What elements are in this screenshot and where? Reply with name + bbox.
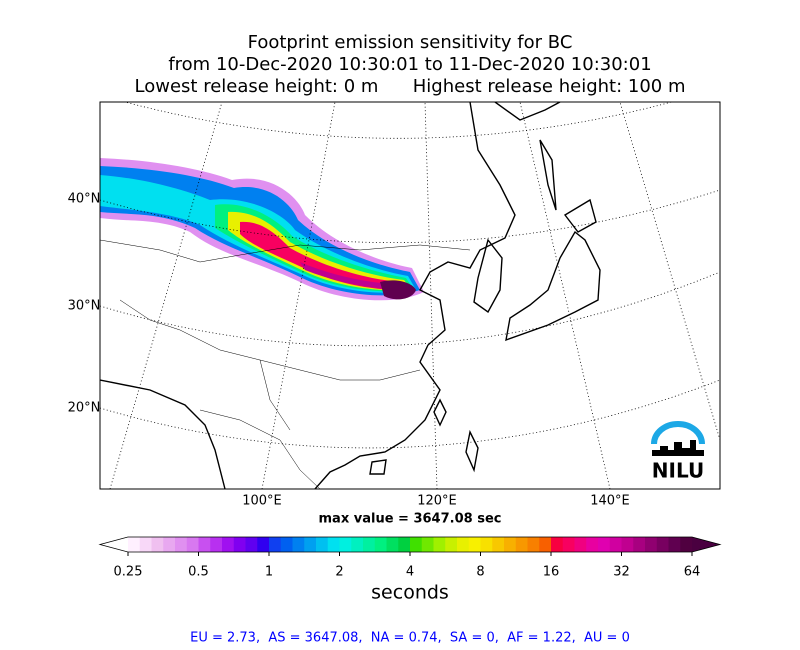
colorbar-segment	[551, 537, 564, 552]
logo: NILU	[651, 421, 705, 483]
colorbar-segment	[233, 537, 246, 552]
colorbar-segment	[668, 537, 681, 552]
colorbar-segment	[480, 537, 493, 552]
colorbar-segment	[351, 537, 364, 552]
colorbar-segment	[574, 537, 587, 552]
colorbar-segment	[139, 537, 152, 552]
borders	[100, 239, 471, 489]
colorbar-segment	[339, 537, 352, 552]
colorbar-segment	[515, 537, 528, 552]
colorbar-segment	[468, 537, 481, 552]
colorbar-segment	[245, 537, 258, 552]
region-summary: EU = 2.73, AS = 3647.08, NA = 0.74, SA =…	[190, 631, 630, 646]
colorbar-segment	[316, 537, 329, 552]
colorbar-segment	[433, 537, 446, 552]
colorbar-tick-label: 0.5	[188, 565, 209, 580]
colorbar-segment	[386, 537, 399, 552]
colorbar-tick-label: 4	[406, 565, 414, 580]
colorbar-tick-label: 2	[335, 565, 343, 580]
colorbar-extend-low	[100, 537, 128, 552]
colorbar-segment	[609, 537, 622, 552]
colorbar-segment	[633, 537, 646, 552]
colorbar-segment	[562, 537, 575, 552]
colorbar-segment	[210, 537, 223, 552]
colorbar-tick-label: 8	[476, 565, 484, 580]
lat-label: 40°N	[68, 192, 101, 207]
colorbar-segment	[656, 537, 669, 552]
map-frame	[99, 101, 721, 490]
colorbar-segment	[374, 537, 387, 552]
colorbar-tick-label: 16	[543, 565, 560, 580]
colorbar-segment	[492, 537, 505, 552]
lon-label: 100°E	[242, 494, 282, 509]
colorbar-tick-label: 32	[613, 565, 630, 580]
colorbar-segment	[598, 537, 611, 552]
colorbar-segment	[222, 537, 235, 552]
colorbar-segment	[327, 537, 340, 552]
colorbar-tick-label: 64	[684, 565, 701, 580]
colorbar-segment	[586, 537, 599, 552]
graticule	[100, 102, 720, 489]
title-line: Footprint emission sensitivity for BC	[248, 32, 573, 53]
colorbar: 0.25 0.5 1 2 4 8 16 32 64	[98, 536, 722, 580]
title-line: Lowest release height: 0 m Highest relea…	[135, 76, 686, 97]
colorbar-segment	[163, 537, 176, 552]
colorbar-segment	[269, 537, 282, 552]
colorbar-segment	[304, 537, 317, 552]
colorbar-segment	[410, 537, 423, 552]
colorbar-segment	[421, 537, 434, 552]
coastlines	[100, 102, 601, 489]
colorbar-segment	[539, 537, 552, 552]
title-line: from 10-Dec-2020 10:30:01 to 11-Dec-2020…	[168, 54, 651, 75]
colorbar-tick-label: 1	[265, 565, 273, 580]
colorbar-segment	[128, 537, 141, 552]
colorbar-segment	[280, 537, 293, 552]
lon-label: 140°E	[590, 494, 630, 509]
colorbar-segment	[363, 537, 376, 552]
colorbar-extend-high	[692, 537, 720, 552]
logo-text: NILU	[652, 459, 704, 483]
colorbar-segment	[398, 537, 411, 552]
colorbar-segment	[292, 537, 305, 552]
map	[100, 102, 720, 489]
colorbar-label: seconds	[371, 582, 449, 604]
colorbar-tick-label: 0.25	[114, 565, 143, 580]
lat-label: 30°N	[68, 299, 101, 314]
lon-label: 120°E	[417, 494, 457, 509]
colorbar-segment	[175, 537, 188, 552]
colorbar-segment	[257, 537, 270, 552]
colorbar-segment	[527, 537, 540, 552]
colorbar-segment	[445, 537, 458, 552]
colorbar-segment	[198, 537, 211, 552]
colorbar-segment	[680, 537, 693, 552]
colorbar-segment	[151, 537, 164, 552]
colorbar-segment	[621, 537, 634, 552]
max-value: max value = 3647.08 sec	[319, 512, 502, 527]
colorbar-segment	[186, 537, 199, 552]
colorbar-segment	[504, 537, 517, 552]
colorbar-segment	[645, 537, 658, 552]
lat-label: 20°N	[68, 401, 101, 416]
colorbar-segment	[457, 537, 470, 552]
plume	[100, 158, 424, 301]
